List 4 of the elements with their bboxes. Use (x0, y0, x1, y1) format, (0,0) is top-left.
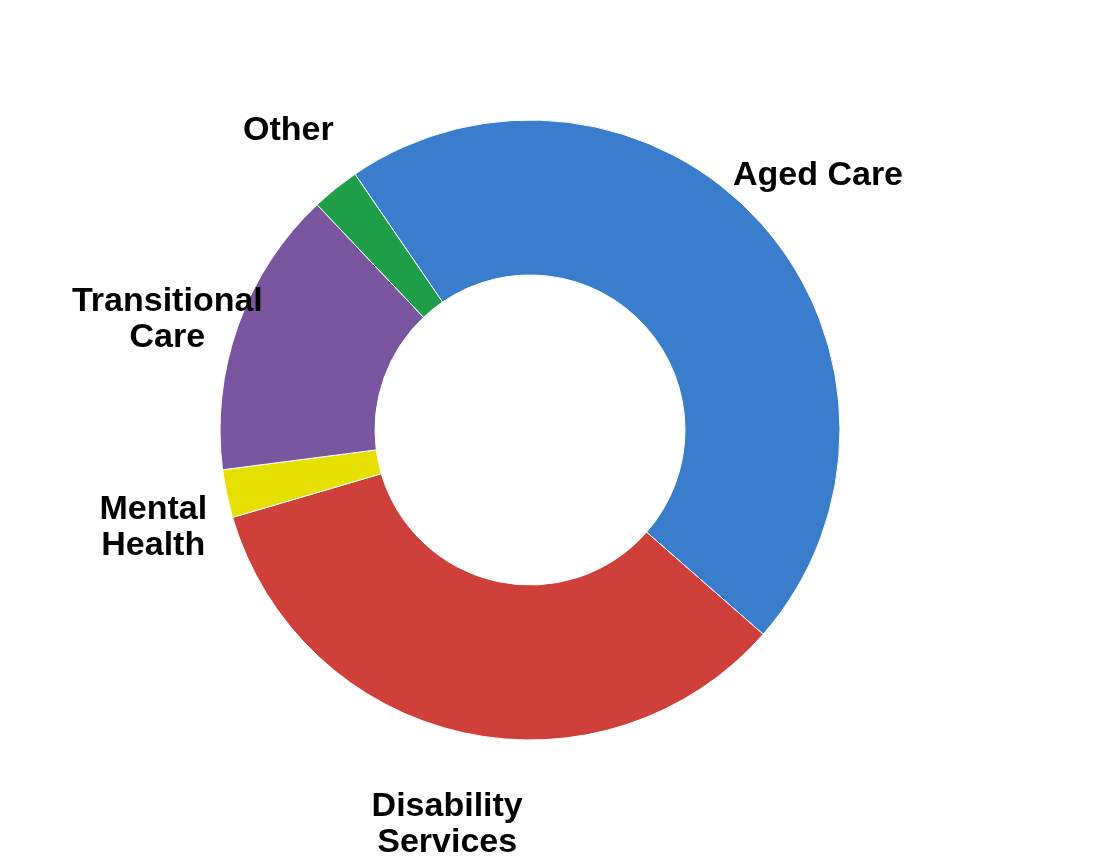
slice-label: Other (243, 109, 334, 148)
slice-label: Disability Services (371, 784, 523, 859)
slice-label: Aged Care (732, 153, 904, 192)
slice-label: Mental Health (99, 488, 208, 563)
